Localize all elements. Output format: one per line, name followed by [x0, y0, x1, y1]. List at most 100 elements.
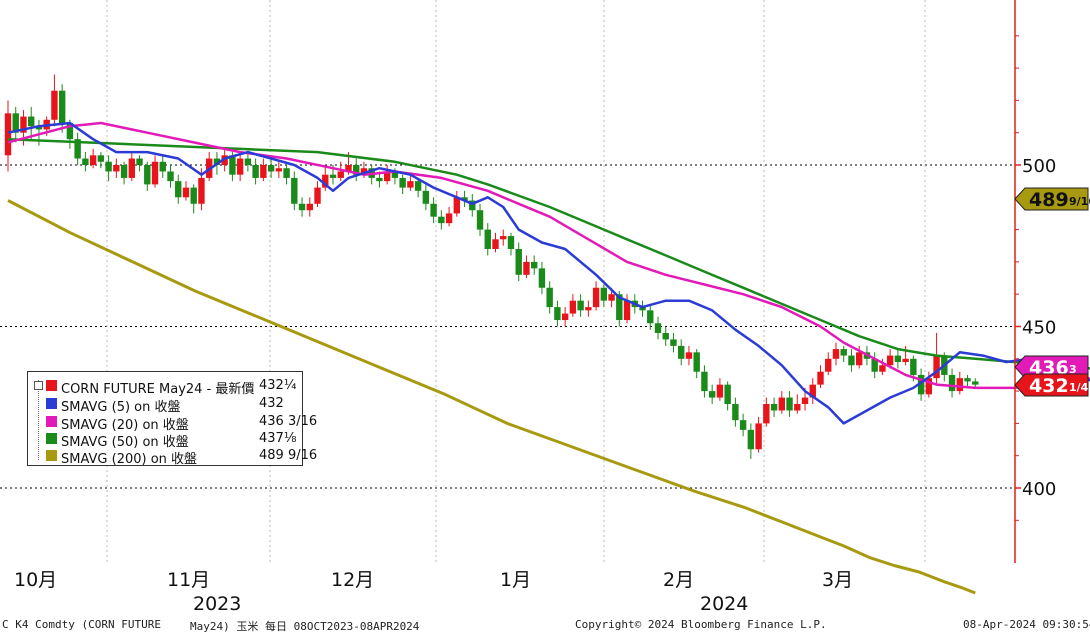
legend-label: SMAVG (5) on 收盤 [61, 400, 181, 415]
candle-body [794, 404, 801, 411]
candle-body [453, 197, 461, 214]
candle-body [345, 165, 352, 172]
candle-body [376, 177, 383, 182]
x-month-label: 12月 [331, 569, 374, 591]
candle-body [902, 358, 909, 363]
y-tick-label: 500 [1022, 156, 1056, 177]
candle-body [353, 165, 360, 175]
x-month-label: 1月 [500, 569, 531, 591]
x-month-label: 11月 [167, 569, 210, 591]
candle-body [639, 307, 646, 311]
candle-body [360, 168, 368, 175]
candle-body [778, 397, 786, 411]
legend-swatch [46, 450, 57, 461]
legend-swatch [46, 416, 57, 427]
candle-body [97, 155, 105, 162]
legend-value: 437⅛ [259, 431, 297, 446]
candle-body [128, 158, 136, 178]
candle-body [569, 300, 577, 314]
legend-value: 489 9/16 [259, 448, 318, 463]
candle-body [623, 300, 631, 321]
candle-body [469, 200, 476, 211]
candle-body [159, 161, 166, 172]
candle-body [221, 155, 228, 165]
candle-body [167, 171, 174, 182]
candle-body [523, 261, 530, 275]
price-tag-shape [1014, 373, 1089, 397]
candle-body [430, 203, 437, 217]
moving-averages [7, 121, 1090, 595]
candle-body [840, 349, 847, 356]
y-tick-label: 400 [1022, 479, 1056, 500]
x-year-label: 2024 [700, 593, 748, 615]
candle-body [577, 300, 584, 311]
candle-body [244, 158, 252, 165]
candle-body [267, 165, 275, 172]
candle-body [701, 371, 708, 392]
candle-body [422, 190, 430, 204]
legend-label: CORN FUTURE May24 - 最新價 [61, 382, 255, 397]
grid-lines [0, 0, 1015, 563]
sma5-line [7, 121, 1090, 425]
legend-tree-line [38, 380, 45, 460]
candle-body [500, 236, 507, 240]
legend-item-smavg-5: SMAVG (5) on 收盤 432 [28, 395, 302, 415]
legend-collapse-icon[interactable] [34, 381, 43, 390]
legend-value: 436 3/16 [259, 414, 318, 429]
candle-body [956, 378, 963, 392]
candle-body [855, 352, 863, 366]
candle-body [708, 391, 716, 398]
candle-body [871, 358, 878, 372]
candle-body [322, 174, 329, 188]
legend-swatch [46, 433, 57, 444]
candle-body [66, 123, 74, 140]
candle-body [755, 423, 762, 450]
candle-body [647, 310, 654, 324]
candle-body [585, 307, 592, 311]
candle-body [58, 90, 66, 124]
legend-item-smavg-50: SMAVG (50) on 收盤 437⅛ [28, 430, 302, 450]
footer-description: May24) 玉米 每日 08OCT2023-08APR2024 [190, 620, 420, 633]
y-axis: 400 450 500 [1014, 0, 1056, 563]
sma200-line [7, 199, 976, 595]
candle-body [825, 358, 832, 372]
candle-body [848, 355, 855, 366]
candle-body [724, 384, 731, 405]
candle-body [35, 126, 43, 130]
legend-label: SMAVG (50) on 收盤 [61, 435, 189, 450]
candle-body [136, 158, 143, 165]
candle-body [608, 294, 615, 301]
candle-body [739, 420, 747, 430]
legend-item-smavg-20: SMAVG (20) on 收盤 436 3/16 [28, 413, 317, 433]
footer-timestamp: 08-Apr-2024 09:30:54 [963, 618, 1090, 631]
candle-body [175, 181, 182, 198]
chart-footer: C K4 Comdty (CORN FUTURE May24) 玉米 每日 08… [0, 617, 1090, 633]
legend-item-smavg-200: SMAVG (200) on 收盤 489 9/16 [28, 447, 317, 467]
candle-body [925, 378, 933, 395]
candle-body [252, 165, 259, 178]
candle-body [732, 404, 739, 421]
legend-value: 432 [259, 396, 284, 411]
candle-body [407, 181, 414, 188]
x-month-label: 3月 [822, 569, 853, 591]
legend-swatch [46, 398, 57, 409]
price-tag-value: 489 [1029, 189, 1069, 211]
legend-swatch [46, 380, 57, 391]
candle-body [561, 313, 569, 321]
candle-body [801, 397, 809, 405]
candle-body [600, 287, 608, 301]
candle-body [662, 332, 669, 340]
candle-body [414, 181, 422, 191]
sma50-line [7, 137, 1090, 370]
candle-body [693, 352, 700, 372]
legend-label: SMAVG (20) on 收盤 [61, 418, 189, 433]
candle-body [198, 177, 205, 204]
candle-body [678, 345, 685, 359]
candle-body [283, 168, 290, 178]
candle-body [337, 171, 344, 178]
legend-label: SMAVG (200) on 收盤 [61, 452, 198, 467]
candle-body [964, 378, 971, 382]
candle-body [786, 397, 793, 411]
candle-body [530, 261, 538, 269]
